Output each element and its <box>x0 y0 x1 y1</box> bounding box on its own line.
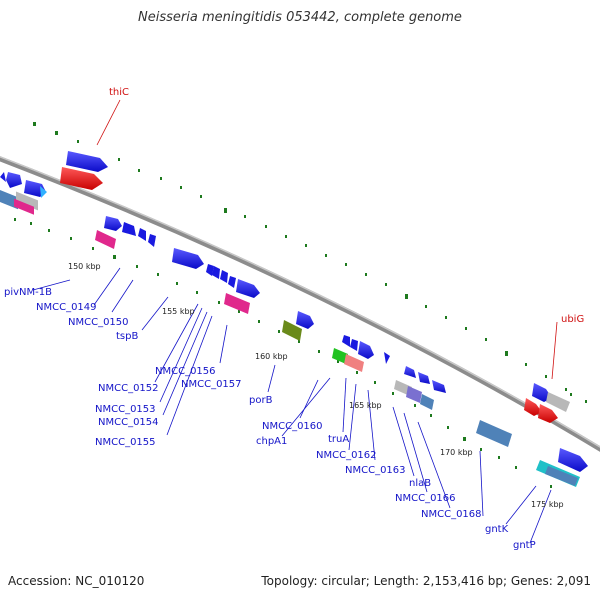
gene-arrow <box>24 180 46 197</box>
scale-label-160: 160 kbp <box>255 352 288 361</box>
gene-label-nmcc-0162: NMCC_0162 <box>316 450 377 461</box>
gene-box <box>476 420 512 447</box>
gene-box <box>344 354 364 372</box>
gene-arrow <box>558 448 588 472</box>
scale-label-155: 155 kbp <box>162 307 195 316</box>
gene-box <box>16 191 38 211</box>
gene-arrow <box>296 311 314 329</box>
gene-box <box>545 466 578 486</box>
gene-arrow <box>384 352 390 364</box>
gene-label-tspb: tspB <box>116 331 138 342</box>
gene-box <box>282 320 302 341</box>
gene-label-pivnm-1b: pivNM-1B <box>4 287 52 298</box>
gene-box <box>14 198 34 215</box>
gene-label-nmcc-0163: NMCC_0163 <box>345 465 406 476</box>
gene-box <box>224 293 250 314</box>
gene-arrow <box>60 167 103 190</box>
gene-box <box>0 189 18 210</box>
gene-arrow <box>0 172 6 182</box>
gene-label-gntp: gntP <box>513 540 536 551</box>
gene-arrow <box>172 248 204 269</box>
scale-label-165: 165 kbp <box>349 401 382 410</box>
gene-arrow <box>6 172 22 188</box>
gene-box <box>332 348 348 364</box>
gene-box <box>546 392 570 412</box>
gene-label-thic: thiC <box>109 87 129 98</box>
gene-label-porb: porB <box>249 395 273 406</box>
gene-arrow <box>122 222 136 236</box>
gene-label-nmcc-0168: NMCC_0168 <box>421 509 482 520</box>
accession-label: Accession: NC_010120 <box>8 574 145 588</box>
gene-arrow <box>104 216 122 231</box>
gene-arrow <box>206 264 214 276</box>
gene-label-nmcc-0166: NMCC_0166 <box>395 493 456 504</box>
gene-arrow <box>212 266 220 279</box>
gene-arrow <box>220 270 228 283</box>
gene-label-ubig: ubiG <box>561 314 584 325</box>
gene-arrow <box>138 228 146 241</box>
gene-features <box>0 151 588 487</box>
gene-label-nmcc-0157: NMCC_0157 <box>181 379 242 390</box>
gene-arrow <box>538 404 558 423</box>
gene-box <box>95 230 116 249</box>
scale-label-170: 170 kbp <box>440 448 473 457</box>
gene-label-gntk: gntK <box>485 524 509 535</box>
gene-label-trua: truA <box>328 434 349 445</box>
gene-arrow <box>524 398 542 416</box>
gene-arrow <box>40 186 47 198</box>
gene-arrow <box>148 234 156 247</box>
gene-box <box>406 386 422 403</box>
tick-marks <box>14 122 587 488</box>
gene-arrow <box>432 380 446 393</box>
gene-box <box>420 394 434 410</box>
gene-label-nmcc-0153: NMCC_0153 <box>95 404 156 415</box>
gene-label-nmcc-0155: NMCC_0155 <box>95 437 156 448</box>
gene-arrow <box>342 335 350 347</box>
gene-arrow <box>66 151 108 172</box>
genome-summary: Topology: circular; Length: 2,153,416 bp… <box>261 574 591 588</box>
gene-arrow <box>350 339 358 351</box>
gene-label-nmcc-0154: NMCC_0154 <box>98 417 159 428</box>
gene-arrow <box>418 372 430 384</box>
scale-label-175: 175 kbp <box>531 500 564 509</box>
gene-label-nmcc-0152: NMCC_0152 <box>98 383 159 394</box>
gene-label-chpa1: chpA1 <box>256 436 287 447</box>
gene-label-nmcc-0150: NMCC_0150 <box>68 317 129 328</box>
scale-labels: 150 kbp 155 kbp 160 kbp 165 kbp 170 kbp … <box>68 262 564 509</box>
scale-label-150: 150 kbp <box>68 262 101 271</box>
gene-arrow <box>358 341 374 359</box>
gene-label-nmcc-0156: NMCC_0156 <box>155 366 216 377</box>
gene-label-nmcc-0160: NMCC_0160 <box>262 421 323 432</box>
leader-lines <box>32 99 558 544</box>
gene-label-nmcc-0149: NMCC_0149 <box>36 302 97 313</box>
gene-arrow <box>236 279 260 298</box>
gene-label-nlab: nlaB <box>409 478 431 489</box>
gene-labels: thiC ubiG pivNM-1B NMCC_0149 NMCC_0150 t… <box>4 87 584 551</box>
gene-arrow <box>228 276 236 288</box>
gene-arrow <box>404 366 416 378</box>
map-title: Neisseria meningitidis 053442, complete … <box>138 10 462 25</box>
